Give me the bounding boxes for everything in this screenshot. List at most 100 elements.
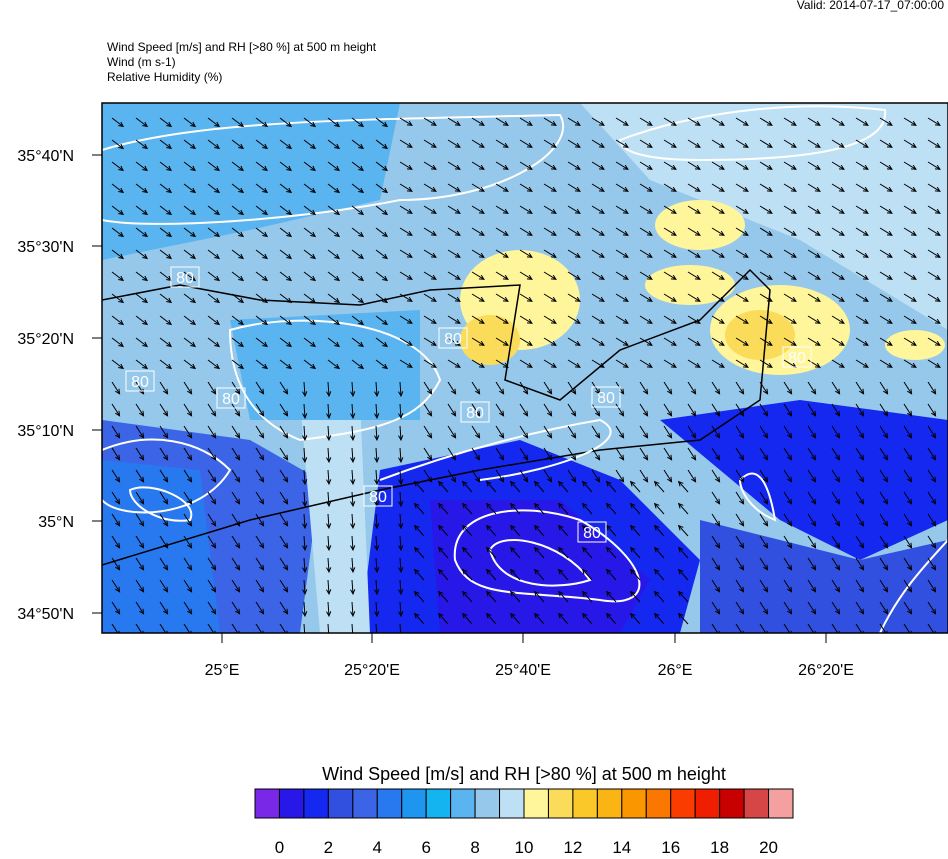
colorbar-label: 2: [324, 838, 333, 854]
wind-arrow: [629, 590, 641, 603]
wind-arrow: [557, 480, 569, 493]
wind-arrow: [495, 337, 509, 346]
wind-arrow: [302, 425, 308, 442]
wind-arrow: [374, 425, 380, 442]
wind-arrow: [111, 469, 121, 483]
wind-arrow: [783, 293, 797, 302]
wind-arrow: [519, 271, 533, 280]
wind-arrow: [591, 117, 605, 126]
wind-arrow: [447, 337, 461, 346]
wind-arrow: [711, 359, 725, 368]
wind-arrow: [831, 535, 841, 549]
wind-arrow: [327, 227, 341, 238]
wind-arrow: [543, 315, 557, 324]
wind-arrow: [255, 381, 265, 395]
wind-arrow: [639, 337, 653, 346]
wind-arrow: [350, 513, 356, 530]
wind-arrow: [423, 469, 433, 483]
wind-arrow: [591, 227, 605, 236]
wind-arrow: [687, 205, 701, 214]
wind-arrow: [509, 590, 521, 603]
wind-arrow: [159, 315, 173, 326]
wind-arrow: [375, 205, 389, 216]
wind-arrow: [437, 568, 449, 581]
wind-arrow: [759, 557, 769, 571]
wind-arrow: [135, 271, 149, 282]
wind-arrow: [903, 601, 913, 615]
wind-arrow: [255, 425, 265, 439]
wind-arrow: [471, 315, 485, 324]
wind-arrow: [567, 117, 581, 126]
wind-arrow: [399, 227, 413, 236]
colorbar-box: [621, 788, 647, 819]
wind-arrow: [855, 293, 869, 302]
wind-arrow: [879, 381, 889, 395]
wind-arrow: [374, 381, 380, 398]
wind-arrow: [639, 447, 649, 461]
wind-arrow: [159, 359, 173, 370]
wind-arrow: [831, 491, 841, 505]
colorbar-box: [254, 788, 280, 819]
lon-label: 25°E: [205, 662, 240, 679]
wind-arrow: [735, 117, 749, 126]
wind-arrow: [855, 139, 869, 148]
wind-arrow: [437, 612, 449, 625]
wind-arrow: [111, 403, 121, 417]
wind-arrow: [485, 612, 497, 625]
contour-label-box: [363, 485, 393, 507]
wind-arrow: [183, 227, 197, 238]
wind-arrow: [326, 469, 332, 486]
wind-arrow: [303, 315, 317, 326]
wind-arrow: [653, 524, 665, 537]
wind-arrow: [471, 117, 485, 126]
wind-arrow: [711, 293, 725, 302]
colorbar-box: [523, 788, 549, 819]
wind-arrow: [759, 381, 769, 395]
wind-arrow: [374, 403, 380, 420]
wind-arrow: [711, 183, 725, 192]
wind-arrow: [111, 161, 125, 172]
contour-label-box: [170, 266, 200, 288]
wind-arrow: [413, 612, 425, 625]
wind-arrow: [615, 315, 629, 324]
wind-arrow: [927, 513, 937, 527]
wind-arrow: [927, 139, 941, 148]
wind-arrow: [639, 315, 653, 324]
wind-arrow: [207, 227, 221, 238]
wind-arrow: [471, 227, 485, 236]
wind-arrow: [374, 535, 380, 552]
wind-arrow: [591, 469, 601, 483]
wind-arrow: [903, 227, 917, 236]
lat-label: 35°N: [38, 514, 74, 531]
wind-arrow: [903, 381, 913, 395]
wind-arrow: [879, 425, 889, 439]
wind-arrow: [639, 205, 653, 214]
wind-arrow: [327, 183, 341, 194]
wind-arrow: [639, 293, 653, 302]
wind-arrow: [807, 469, 817, 483]
wind-arrow: [111, 425, 121, 439]
colorbar-label: 16: [661, 838, 680, 854]
wind-arrow: [279, 381, 289, 395]
wind-arrow: [351, 623, 354, 633]
colorbar-label: 14: [612, 838, 631, 854]
wind-arrow: [677, 590, 689, 603]
wind-arrow: [231, 293, 245, 304]
wind-arrow: [231, 315, 245, 326]
wind-arrow: [615, 447, 625, 461]
wind-arrow: [423, 271, 437, 280]
wind-arrow: [533, 524, 545, 537]
wind-arrow: [663, 425, 673, 439]
wind-arrow: [783, 579, 793, 593]
wind-arrow: [855, 513, 865, 527]
wind-arrow: [326, 513, 332, 530]
wind-arrow: [567, 271, 581, 280]
wind-arrow: [663, 117, 677, 126]
wind-arrow: [302, 469, 308, 486]
wind-arrow: [231, 205, 245, 216]
wind-arrow: [375, 117, 389, 128]
wind-arrow: [927, 315, 941, 324]
wind-arrow: [831, 425, 841, 439]
wind-arrow: [591, 249, 605, 258]
wind-arrow: [855, 425, 865, 439]
